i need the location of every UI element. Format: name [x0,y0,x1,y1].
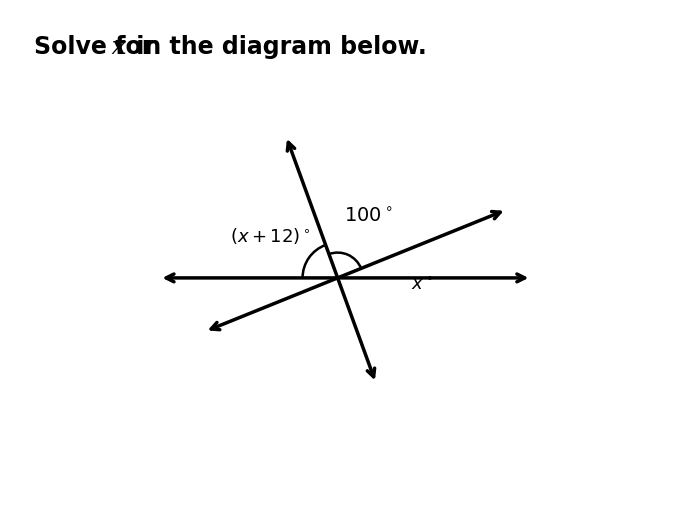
Text: Solve for: Solve for [34,35,161,59]
Text: $100^\circ$: $100^\circ$ [344,207,393,226]
Text: $(x + 12)^\circ$: $(x + 12)^\circ$ [231,226,311,246]
Text: in the diagram below.: in the diagram below. [128,35,427,59]
Text: x: x [111,35,125,59]
Text: $x^\circ$: $x^\circ$ [410,275,433,293]
